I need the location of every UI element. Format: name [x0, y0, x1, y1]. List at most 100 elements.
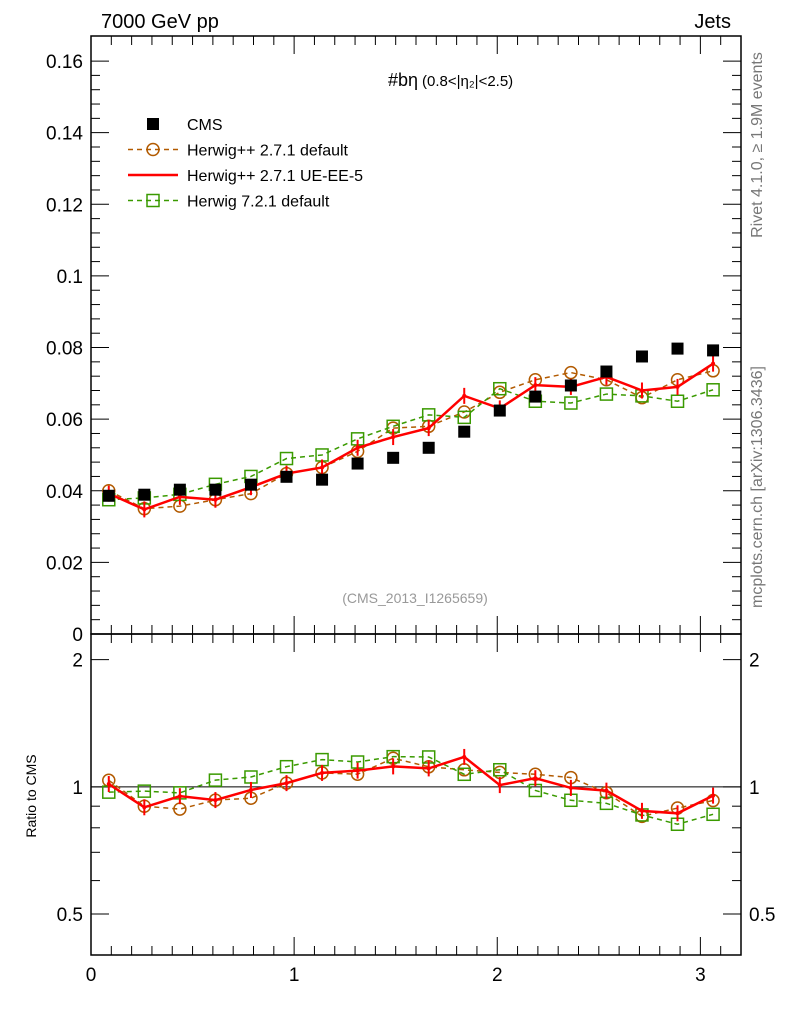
series-0-point: [209, 483, 222, 496]
series-0-point: [458, 425, 471, 438]
series-0-point: [564, 379, 577, 392]
series-2-ratio-point: [213, 798, 218, 803]
series-0-point: [138, 488, 151, 501]
series-3-point: [564, 396, 578, 410]
series-3-ratio-point: [137, 784, 152, 798]
series-2-point: [639, 388, 644, 393]
series-2-point: [177, 494, 182, 499]
series-2-ratio-point: [462, 754, 467, 759]
series-2-ratio-point: [568, 785, 573, 790]
ratio-tick-label: 2: [72, 651, 83, 672]
legend-entry-2-label: Herwig++ 2.7.1 UE-EE-5: [187, 168, 363, 185]
ratio-ylabel: Ratio to CMS: [23, 754, 39, 837]
series-2-point: [426, 426, 431, 431]
series-2-point: [711, 361, 716, 366]
series-0-point: [102, 489, 115, 502]
y-tick-label: 0.12: [46, 195, 83, 216]
series-3-point: [493, 381, 507, 396]
series-3-ratio-point: [279, 759, 294, 774]
series-2-point: [533, 383, 538, 388]
series-2-point: [391, 435, 396, 440]
series-2-ratio-point: [177, 794, 182, 799]
series-2-ratio-point: [142, 805, 147, 810]
y-tick-label: 0.02: [46, 553, 83, 574]
series-3-point: [670, 394, 685, 408]
series-0-point: [707, 344, 720, 357]
series-0-point: [635, 350, 648, 363]
legend-entry-3-marker: [146, 193, 160, 208]
y-tick-label: 0: [72, 625, 83, 646]
series-0-point: [280, 470, 293, 483]
series-2-point: [675, 384, 680, 389]
y-tick-label: 0.06: [46, 410, 83, 431]
y-tick-label: 0.16: [46, 52, 83, 73]
series-0-point: [244, 478, 257, 491]
series-2-ratio-point: [248, 787, 253, 792]
ratio-tick-label: 0.5: [57, 905, 83, 926]
series-2-ratio-point: [391, 764, 396, 769]
series-3-ratio-point: [706, 807, 720, 822]
series-0-point: [493, 404, 506, 417]
series-0-point: [387, 451, 400, 464]
series-2-ratio-point: [426, 766, 431, 771]
series-2-ratio-point: [284, 781, 289, 786]
y-tick-label: 0.08: [46, 339, 83, 360]
ratio-frame: [90, 633, 742, 956]
y-tick-label: 0.14: [46, 124, 83, 145]
series-0-point: [671, 342, 684, 355]
series-2-ratio-line: [108, 755, 714, 815]
series-3-point: [599, 387, 614, 401]
series-0-point: [529, 390, 542, 403]
header-right: Jets: [694, 11, 731, 33]
series-2-ratio-point: [639, 808, 644, 813]
series-2-ratio-point: [355, 768, 360, 773]
series-3-ratio-point: [208, 773, 223, 787]
series-0-point: [351, 457, 364, 470]
rivet-label: Rivet 4.1.0, ≥ 1.9M events: [749, 52, 766, 238]
series-1-line: [108, 370, 714, 510]
series-2-ratio-point: [106, 782, 111, 787]
series-2-ratio-point: [604, 788, 609, 793]
y-tick-label: 0.04: [46, 482, 83, 503]
series-2-point: [355, 445, 360, 450]
ratio-tick-label-right: 1: [749, 778, 760, 799]
series-0-point: [422, 441, 435, 454]
series-0-point: [600, 365, 613, 378]
series-2-ratio-point: [320, 770, 325, 775]
series-2-point: [320, 465, 325, 470]
series-3-point: [457, 410, 471, 425]
series-2-point: [142, 507, 147, 512]
mcplots-label: mcplots.cern.ch [arXiv:1306.3436]: [749, 366, 766, 608]
series-3-ratio-point: [457, 767, 471, 782]
series-3-ratio-point: [493, 762, 507, 777]
series-2-point: [462, 393, 467, 398]
series-2-ratio-point: [675, 811, 680, 816]
series-2-ratio-point: [711, 793, 716, 798]
x-tick-label: 1: [289, 965, 300, 986]
series-2-ratio-point: [497, 783, 502, 788]
legend-entry-1-label: Herwig++ 2.7.1 default: [187, 143, 349, 160]
series-3-point: [706, 383, 720, 397]
chart-subtitle: (0.8<|η₂|<2.5): [422, 73, 513, 90]
ratio-tick-label-right: 2: [749, 651, 760, 672]
series-2-line: [108, 362, 714, 511]
ratio-tick-label-right: 0.5: [749, 905, 775, 926]
legend-entry-1-marker: [146, 142, 160, 157]
series-2-point: [213, 497, 218, 502]
series-3-line: [108, 387, 714, 501]
x-tick-label: 3: [695, 965, 706, 986]
series-1-point: [564, 365, 578, 380]
x-tick-label: 0: [86, 965, 97, 986]
ratio-tick-label: 1: [72, 778, 83, 799]
x-tick-label: 2: [492, 965, 503, 986]
series-0-point: [173, 483, 186, 496]
series-3-point: [279, 451, 294, 466]
legend-entry-3-label: Herwig 7.2.1 default: [187, 194, 330, 211]
header-left: 7000 GeV pp: [101, 11, 219, 33]
series-0-point: [316, 473, 329, 486]
analysis-watermark: (CMS_2013_I1265659): [342, 590, 488, 606]
series-2-ratio-point: [533, 776, 538, 781]
legend-entry-0-label: CMS: [187, 117, 223, 134]
